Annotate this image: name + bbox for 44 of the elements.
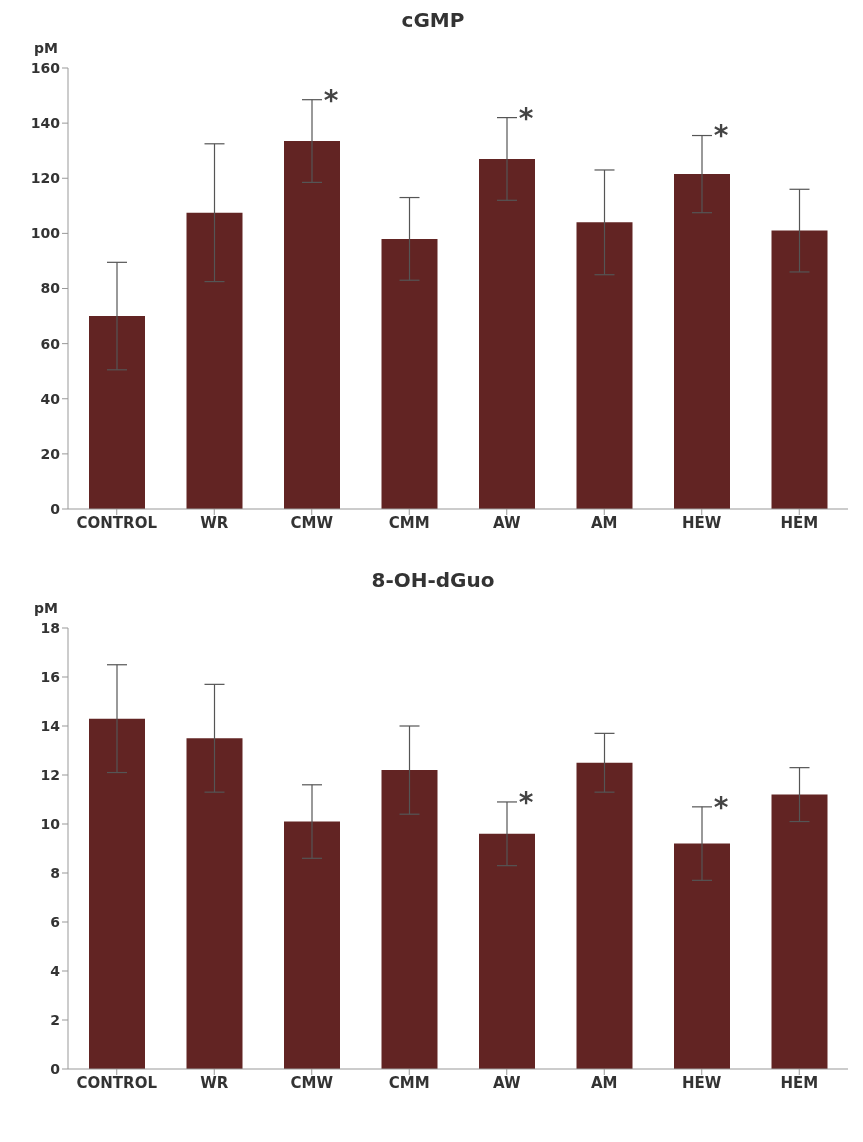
- y-axis-title: pM: [34, 40, 58, 56]
- y-tick-label: 16: [40, 668, 60, 685]
- x-tick-label: HEW: [682, 1073, 722, 1092]
- y-tick-label: 4: [50, 962, 61, 979]
- annotation: *: [713, 790, 729, 824]
- x-tick-label: CMW: [290, 1073, 334, 1092]
- y-tick-label: 40: [40, 390, 61, 407]
- x-tick-label: AW: [493, 1073, 521, 1092]
- x-tick-label: CMM: [388, 513, 430, 532]
- x-tick-label: HEM: [780, 513, 819, 532]
- x-tick-label: AW: [493, 513, 521, 532]
- y-tick-label: 60: [40, 335, 61, 352]
- y-tick-label: 12: [40, 766, 60, 783]
- y-axis-title: pM: [34, 600, 58, 616]
- annotation: *: [713, 119, 729, 153]
- x-tick-label: AM: [590, 513, 618, 532]
- y-tick-label: 160: [30, 59, 61, 76]
- y-tick-label: 100: [30, 225, 61, 242]
- y-tick-label: 6: [50, 913, 60, 930]
- y-tick-label: 20: [40, 445, 61, 462]
- y-tick-label: 0: [50, 1060, 61, 1077]
- annotation: *: [518, 785, 534, 819]
- x-tick-label: WR: [200, 1073, 229, 1092]
- y-tick-label: 2: [50, 1011, 60, 1028]
- x-tick-label: CMW: [290, 513, 334, 532]
- x-tick-label: CONTROL: [76, 1073, 158, 1092]
- y-tick-label: 120: [30, 170, 61, 187]
- y-tick-label: 18: [40, 619, 60, 636]
- y-tick-label: 8: [50, 864, 60, 881]
- annotation: *: [518, 101, 534, 135]
- y-tick-label: 80: [40, 280, 61, 297]
- y-tick-label: 10: [40, 815, 61, 832]
- x-tick-label: AM: [590, 1073, 618, 1092]
- y-tick-label: 0: [50, 500, 61, 517]
- y-tick-label: 14: [40, 717, 61, 734]
- chart-title: 8-OH-dGuo: [370, 568, 496, 594]
- x-tick-label: CMM: [388, 1073, 430, 1092]
- y-tick-label: 140: [30, 115, 61, 132]
- x-tick-label: HEM: [780, 1073, 819, 1092]
- annotation: *: [323, 83, 339, 117]
- x-tick-label: HEW: [682, 513, 722, 532]
- x-tick-label: WR: [200, 513, 229, 532]
- x-tick-label: CONTROL: [76, 513, 158, 532]
- chart-title: cGMP: [400, 8, 466, 34]
